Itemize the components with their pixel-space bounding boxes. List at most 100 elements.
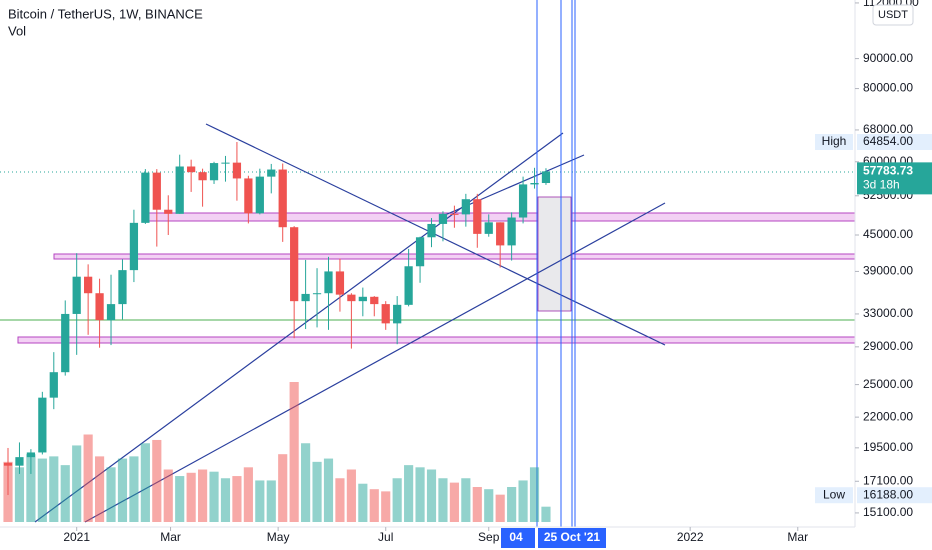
- y-tick-label: 19500.00: [863, 440, 913, 454]
- candle-body: [404, 266, 413, 305]
- y-tick-label: 80000.00: [863, 81, 913, 95]
- crosshair-date-box: [538, 528, 606, 548]
- candle-body: [175, 166, 184, 214]
- candle-body: [164, 209, 173, 214]
- volume-bar: [152, 439, 162, 522]
- currency-label[interactable]: USDT: [878, 9, 908, 21]
- volume-bar: [243, 467, 253, 522]
- volume-bar: [358, 483, 368, 522]
- y-tick-label: 22000.00: [863, 409, 913, 423]
- candle-body: [38, 397, 47, 453]
- volume-bar: [220, 478, 231, 522]
- volume-bar: [335, 478, 345, 522]
- y-tick-label: 90000.00: [863, 51, 913, 65]
- zone: [147, 212, 856, 222]
- volume-bar: [484, 489, 494, 522]
- candle-body: [370, 296, 379, 305]
- y-tick-label: 25000.00: [863, 377, 913, 391]
- volume-bar: [95, 456, 105, 522]
- x-tick-label: Mar: [160, 530, 181, 544]
- candle-body: [427, 223, 436, 238]
- candle-body: [381, 304, 390, 324]
- candle-body: [278, 169, 287, 228]
- candle-body: [358, 296, 367, 302]
- candle-body: [209, 163, 219, 181]
- volume-bar: [461, 478, 471, 522]
- candle-body: [15, 457, 24, 466]
- series: [3, 141, 551, 522]
- low-label-box: [815, 487, 853, 504]
- candle-body: [26, 452, 36, 458]
- volume-bar: [346, 469, 356, 522]
- marker-date-box: [501, 528, 535, 548]
- volume-bar: [129, 456, 139, 522]
- volume-bar: [117, 458, 128, 522]
- candle-body: [541, 171, 551, 184]
- zone: [17, 336, 856, 344]
- high-price: 64854.00: [863, 134, 913, 148]
- volume-bar: [529, 467, 540, 522]
- volume-bar: [14, 467, 25, 522]
- high-price-box: [857, 133, 932, 150]
- candle-body: [221, 162, 230, 164]
- x-tick-label: Jul: [378, 530, 393, 544]
- y-tick-label: 33000.00: [863, 306, 913, 320]
- volume-bar: [312, 461, 322, 522]
- candle-body: [95, 293, 104, 321]
- y-tick-label: 39000.00: [863, 264, 913, 278]
- candle-body: [461, 199, 470, 215]
- volume-bar: [186, 472, 196, 522]
- last-price: 57783.73: [863, 164, 913, 178]
- marker-date: 04: [509, 530, 523, 544]
- volume-bar: [106, 467, 116, 522]
- volume-bar: [426, 469, 437, 522]
- volume-bar: [140, 443, 150, 522]
- volume-bar: [381, 491, 391, 522]
- candle-body: [255, 176, 264, 214]
- candle-body: [244, 178, 253, 214]
- candle-body: [347, 294, 356, 302]
- candle-body: [530, 183, 539, 185]
- candle-body: [393, 304, 402, 324]
- x-tick-label: Mar: [787, 530, 808, 544]
- range-box: [537, 196, 572, 312]
- candle-body: [118, 270, 127, 305]
- candle-body: [507, 217, 516, 246]
- candle-body: [496, 222, 505, 246]
- volume-label: Vol: [8, 23, 26, 38]
- volume-bar: [289, 382, 299, 522]
- volume-bar: [323, 458, 334, 522]
- candle-body: [484, 222, 493, 234]
- candle-body: [72, 276, 81, 314]
- countdown: 3d 18h: [863, 178, 900, 192]
- x-tick-label: 2022: [677, 530, 704, 544]
- volume-bar: [209, 471, 219, 522]
- candle-body: [290, 227, 299, 302]
- volume-bar: [438, 478, 448, 522]
- x-tick-label: Sep: [478, 530, 500, 544]
- candle-body: [438, 213, 448, 224]
- currency-button[interactable]: [872, 4, 914, 26]
- volume-bar: [518, 480, 528, 522]
- high-label-box: [815, 133, 853, 150]
- zone: [53, 253, 856, 260]
- trend-line: [84, 202, 666, 523]
- y-tick-label: 17100.00: [863, 473, 913, 487]
- volume-bar: [541, 506, 551, 522]
- candle-body: [312, 293, 322, 295]
- volume-bar: [369, 489, 379, 522]
- volume-bar: [392, 478, 402, 522]
- candle-body: [106, 304, 116, 321]
- volume-bar: [26, 454, 36, 522]
- x-tick-label: 2021: [63, 530, 90, 544]
- volume-bar: [301, 443, 311, 522]
- volume-bar: [255, 480, 265, 522]
- volume-bar: [449, 482, 459, 522]
- volume-bar: [278, 454, 288, 522]
- candle-body: [473, 199, 482, 234]
- candle-body: [232, 162, 242, 179]
- volume-bar: [175, 476, 185, 522]
- volume-bar: [198, 469, 208, 522]
